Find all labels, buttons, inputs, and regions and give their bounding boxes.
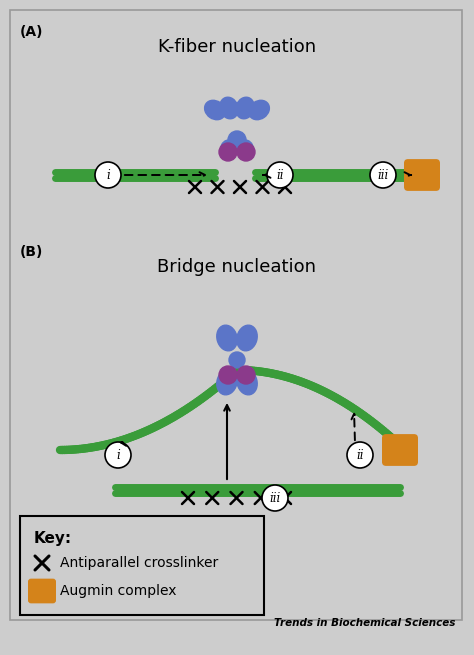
Circle shape <box>237 143 255 161</box>
FancyBboxPatch shape <box>404 159 440 191</box>
Ellipse shape <box>217 369 237 395</box>
Circle shape <box>237 366 255 384</box>
Circle shape <box>219 366 237 384</box>
Circle shape <box>228 131 246 149</box>
Ellipse shape <box>249 100 269 120</box>
Text: Bridge nucleation: Bridge nucleation <box>157 258 317 276</box>
Text: K-fiber nucleation: K-fiber nucleation <box>158 38 316 56</box>
Circle shape <box>370 162 396 188</box>
Ellipse shape <box>205 100 225 120</box>
Ellipse shape <box>237 325 257 351</box>
Circle shape <box>267 162 293 188</box>
Circle shape <box>219 143 237 161</box>
Ellipse shape <box>220 97 238 119</box>
Text: Antiparallel crosslinker: Antiparallel crosslinker <box>60 556 218 570</box>
FancyBboxPatch shape <box>382 434 418 466</box>
Circle shape <box>347 442 373 468</box>
Ellipse shape <box>221 140 237 156</box>
Ellipse shape <box>236 97 254 119</box>
Ellipse shape <box>237 369 257 395</box>
Text: Augmin complex: Augmin complex <box>60 584 176 598</box>
Text: iii: iii <box>377 169 389 182</box>
FancyBboxPatch shape <box>20 516 264 615</box>
FancyBboxPatch shape <box>28 578 56 603</box>
Text: iii: iii <box>269 492 281 505</box>
Text: Trends in Biochemical Sciences: Trends in Biochemical Sciences <box>273 618 455 628</box>
Text: (A): (A) <box>20 25 44 39</box>
Text: ii: ii <box>356 449 364 462</box>
Circle shape <box>262 485 288 511</box>
Ellipse shape <box>237 140 253 156</box>
Circle shape <box>229 352 245 368</box>
Text: i: i <box>106 169 110 182</box>
Text: Key:: Key: <box>34 531 72 546</box>
Circle shape <box>105 442 131 468</box>
Text: ii: ii <box>276 169 284 182</box>
Ellipse shape <box>217 325 237 351</box>
Circle shape <box>95 162 121 188</box>
Text: i: i <box>116 449 120 462</box>
Text: (B): (B) <box>20 245 44 259</box>
